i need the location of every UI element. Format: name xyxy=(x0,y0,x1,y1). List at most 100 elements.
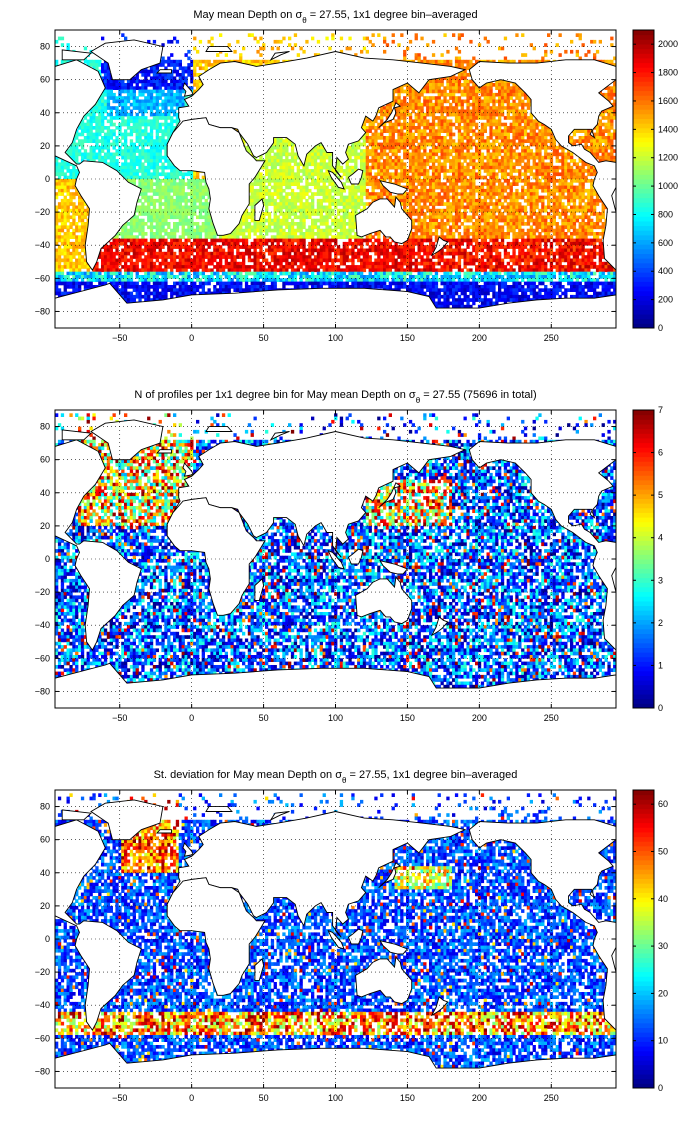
data-cell xyxy=(400,113,403,117)
data-cell xyxy=(461,119,464,123)
data-cell xyxy=(469,116,472,120)
data-cell xyxy=(369,40,372,44)
data-cell xyxy=(107,100,110,104)
data-cell xyxy=(512,86,515,90)
data-cell xyxy=(475,116,478,120)
data-cell xyxy=(432,123,435,127)
data-cell xyxy=(415,93,418,97)
data-cell xyxy=(438,93,441,97)
data-cell xyxy=(475,113,478,117)
data-cell xyxy=(144,123,147,127)
data-cell xyxy=(489,106,492,110)
data-cell xyxy=(544,53,547,57)
data-cell xyxy=(101,103,104,107)
data-cell xyxy=(176,83,179,87)
data-cell xyxy=(512,113,515,117)
data-cell xyxy=(461,90,464,94)
data-cell xyxy=(317,40,320,44)
data-cell xyxy=(372,123,375,127)
data-cell xyxy=(481,90,484,94)
data-cell xyxy=(150,106,153,110)
data-cell xyxy=(87,60,90,64)
data-cell xyxy=(251,33,254,37)
data-cell xyxy=(167,40,170,44)
data-cell xyxy=(300,47,303,51)
data-cell xyxy=(84,47,87,51)
data-cell xyxy=(512,103,515,107)
data-cell xyxy=(455,103,458,107)
data-cell xyxy=(481,93,484,97)
data-cell xyxy=(179,60,182,64)
data-cell xyxy=(124,100,127,104)
data-cell xyxy=(107,73,110,77)
data-cell xyxy=(199,60,202,64)
data-cell xyxy=(161,63,164,67)
data-cell xyxy=(535,123,538,127)
data-cell xyxy=(481,116,484,120)
data-cell xyxy=(127,83,130,87)
data-cell xyxy=(487,96,490,100)
data-cell xyxy=(138,90,141,94)
data-cell xyxy=(452,100,455,104)
data-cell xyxy=(127,96,130,100)
data-cell xyxy=(512,106,515,110)
data-cell xyxy=(487,83,490,87)
data-cell xyxy=(90,119,93,123)
data-cell xyxy=(461,93,464,97)
data-cell xyxy=(412,123,415,127)
data-cell xyxy=(412,103,415,107)
data-cell xyxy=(412,90,415,94)
data-cell xyxy=(141,110,144,114)
data-cell xyxy=(124,110,127,114)
data-cell xyxy=(196,50,199,54)
data-cell xyxy=(87,126,90,130)
data-cell xyxy=(464,123,467,127)
data-cell xyxy=(150,70,153,74)
data-cell xyxy=(150,80,153,84)
data-cell xyxy=(455,113,458,117)
data-cell xyxy=(466,80,469,84)
data-cell xyxy=(469,86,472,90)
data-cell xyxy=(469,93,472,97)
data-cell xyxy=(193,83,196,87)
data-cell xyxy=(441,60,444,64)
data-cell xyxy=(610,93,613,97)
data-cell xyxy=(415,57,418,61)
data-cell xyxy=(141,119,144,123)
data-cell xyxy=(124,90,127,94)
data-cell xyxy=(156,96,159,100)
data-cell xyxy=(144,126,147,130)
data-cell xyxy=(213,60,216,64)
data-cell xyxy=(432,113,435,117)
data-cell xyxy=(167,96,170,100)
data-cell xyxy=(141,80,144,84)
data-cell xyxy=(418,116,421,120)
data-cell xyxy=(156,116,159,120)
data-cell xyxy=(452,33,455,37)
data-cell xyxy=(176,103,179,107)
data-cell xyxy=(492,113,495,117)
data-cell xyxy=(141,106,144,110)
data-cell xyxy=(124,113,127,117)
data-cell xyxy=(216,60,219,64)
data-cell xyxy=(507,83,510,87)
data-cell xyxy=(138,100,141,104)
data-cell xyxy=(481,103,484,107)
data-cell xyxy=(302,50,305,54)
data-cell xyxy=(294,33,297,37)
data-cell xyxy=(176,70,179,74)
data-cell xyxy=(107,93,110,97)
data-cell xyxy=(426,96,429,100)
data-cell xyxy=(288,37,291,41)
data-cell xyxy=(443,123,446,127)
data-cell xyxy=(170,96,173,100)
data-cell xyxy=(138,116,141,120)
data-cell xyxy=(366,50,369,54)
data-cell xyxy=(501,113,504,117)
data-cell xyxy=(156,66,159,70)
data-cell xyxy=(443,96,446,100)
data-cell xyxy=(107,106,110,110)
data-cell xyxy=(610,119,613,123)
data-cell xyxy=(170,126,173,130)
data-cell xyxy=(412,96,415,100)
